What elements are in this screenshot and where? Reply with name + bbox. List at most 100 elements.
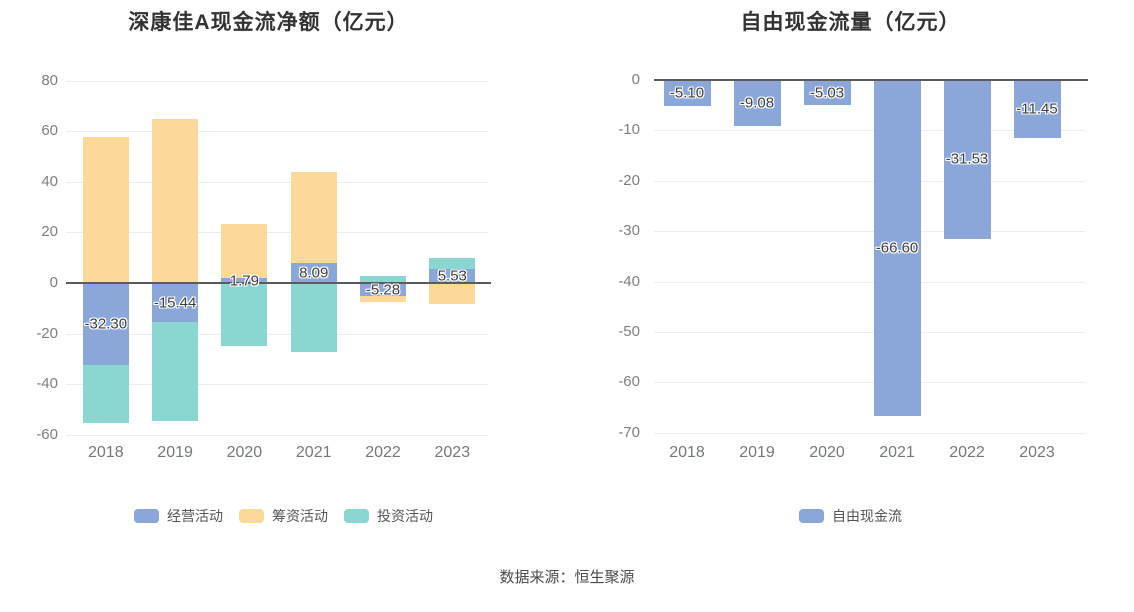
bar-segment[interactable] bbox=[360, 275, 406, 283]
x-axis-label: 2020 bbox=[226, 444, 263, 461]
bar-value-label: -32.30 bbox=[84, 315, 128, 333]
y-axis-tick-label: 40 bbox=[41, 172, 58, 190]
x-axis-label: 2022 bbox=[365, 444, 401, 461]
legend-item-financing[interactable]: 筹资活动 bbox=[239, 506, 328, 526]
bar-segment[interactable] bbox=[429, 257, 476, 269]
bar-segment[interactable] bbox=[943, 80, 991, 239]
bar-segment[interactable] bbox=[152, 118, 199, 283]
x-axis-label: 2019 bbox=[739, 444, 775, 461]
gridline bbox=[66, 333, 488, 335]
zero-axis-line bbox=[66, 282, 491, 284]
y-axis-tick-label: -40 bbox=[36, 375, 58, 393]
bar-value-label: 8.09 bbox=[299, 264, 329, 282]
gridline bbox=[654, 281, 1085, 283]
right-chart-title: 自由现金流量（亿元） bbox=[740, 11, 961, 34]
x-axis-label: 2019 bbox=[157, 444, 193, 461]
gridline bbox=[66, 131, 488, 133]
bar-segment[interactable] bbox=[873, 80, 921, 416]
legend-swatch bbox=[799, 509, 824, 523]
legend-item-operating[interactable]: 经营活动 bbox=[134, 506, 223, 526]
right-chart-legend: 自由现金流 bbox=[567, 506, 1134, 526]
bar-value-label: -5.10 bbox=[669, 84, 705, 102]
bar-segment[interactable] bbox=[82, 136, 129, 283]
gridline bbox=[66, 80, 488, 82]
gridline bbox=[66, 232, 488, 234]
free-cashflow-plot-area: 2018 2019 2020 2021 2022 2023 -5.10 -9.08 -5.03 -… bbox=[567, 0, 1134, 555]
y-axis-tick-label: -70 bbox=[618, 423, 640, 441]
y-axis-tick-label: -50 bbox=[618, 323, 640, 340]
legend-swatch bbox=[344, 509, 369, 523]
gridline bbox=[66, 384, 488, 386]
y-axis-tick-label: 0 bbox=[49, 274, 58, 291]
bar-segment[interactable] bbox=[429, 283, 476, 304]
legend-swatch bbox=[134, 509, 159, 523]
x-axis-label: 2022 bbox=[949, 444, 985, 461]
bar-segment[interactable] bbox=[1013, 80, 1061, 138]
gridline bbox=[654, 432, 1085, 434]
left-chart-title: 深康佳A现金流净额（亿元） bbox=[128, 11, 409, 34]
x-axis-label: 2023 bbox=[434, 444, 471, 461]
bar-segment[interactable] bbox=[82, 364, 129, 424]
bar-value-label: 1.79 bbox=[229, 272, 259, 290]
bar-segment[interactable] bbox=[663, 80, 711, 106]
y-axis-tick-label: -10 bbox=[618, 121, 640, 139]
bar-value-label: -9.08 bbox=[739, 94, 775, 112]
y-axis-tick-label: 80 bbox=[41, 71, 58, 89]
y-axis-tick-label: -30 bbox=[618, 222, 640, 240]
gridline bbox=[654, 332, 1085, 333]
y-axis-tick-label: 0 bbox=[631, 71, 640, 88]
x-axis-label: 2020 bbox=[809, 444, 845, 461]
net-cashflow-plot-area: 2018 2019 2020 2021 2022 2023 -32.30 -15.44 1.79… bbox=[0, 0, 567, 555]
legend-item-free-cash-flow[interactable]: 自由现金流 bbox=[799, 506, 902, 526]
bar-segment[interactable] bbox=[152, 322, 199, 422]
y-axis-tick-label: -20 bbox=[36, 324, 58, 342]
bar-value-label: -31.53 bbox=[945, 150, 989, 168]
data-source-note: 数据来源：恒生聚源 bbox=[499, 569, 635, 586]
left-chart-legend: 经营活动 筹资活动 投资活动 bbox=[0, 506, 567, 526]
x-axis-label: 2021 bbox=[879, 444, 915, 461]
bar-value-label: -5.03 bbox=[809, 84, 845, 102]
net-cashflow-chart-panel: 深康佳A现金流净额（亿元） 2018 2019 2020 2021 2022 2023 -3… bbox=[0, 0, 567, 555]
bar-segment[interactable] bbox=[803, 80, 851, 106]
legend-label: 自由现金流 bbox=[832, 508, 902, 524]
gridline bbox=[654, 180, 1085, 182]
y-axis-tick-label: -40 bbox=[618, 272, 640, 290]
free-cashflow-chart-panel: 自由现金流量（亿元） 2018 2019 2020 2021 2022 2023 -5.10… bbox=[567, 0, 1134, 555]
bar-segment[interactable] bbox=[360, 296, 406, 303]
legend-label: 筹资活动 bbox=[272, 508, 328, 524]
gridline bbox=[66, 181, 488, 183]
bar-segment[interactable] bbox=[290, 172, 337, 263]
y-axis-tick-label: -20 bbox=[618, 171, 640, 189]
bar-value-label: 5.53 bbox=[437, 267, 467, 285]
legend-label: 经营活动 bbox=[167, 508, 223, 524]
gridline bbox=[66, 434, 488, 436]
x-axis-label: 2023 bbox=[1019, 444, 1055, 461]
legend-item-investing[interactable]: 投资活动 bbox=[344, 506, 433, 526]
y-axis-tick-label: -60 bbox=[618, 373, 640, 391]
bar-value-label: -15.44 bbox=[153, 294, 197, 312]
y-axis-tick-label: 60 bbox=[41, 122, 58, 140]
zero-axis-line bbox=[654, 79, 1088, 81]
x-axis-label: 2021 bbox=[295, 444, 332, 461]
bar-segment[interactable] bbox=[290, 283, 337, 352]
x-axis-label: 2018 bbox=[669, 444, 705, 461]
bar-value-label: -11.45 bbox=[1016, 100, 1058, 118]
y-axis-tick-label: -60 bbox=[36, 425, 58, 443]
bar-segment[interactable] bbox=[429, 269, 476, 283]
bar-segment[interactable] bbox=[221, 224, 268, 279]
gridline bbox=[654, 382, 1085, 384]
legend-label: 投资活动 bbox=[377, 508, 433, 524]
gridline bbox=[654, 231, 1085, 233]
bar-segment[interactable] bbox=[360, 283, 406, 297]
bar-segment[interactable] bbox=[82, 283, 129, 365]
legend-swatch bbox=[239, 509, 264, 523]
bar-segment[interactable] bbox=[221, 283, 268, 347]
x-axis-label: 2018 bbox=[88, 444, 124, 461]
bar-segment[interactable] bbox=[733, 80, 781, 126]
bar-segment[interactable] bbox=[290, 262, 337, 283]
bar-segment[interactable] bbox=[152, 283, 199, 323]
y-axis-tick-label: 20 bbox=[41, 223, 58, 241]
bar-segment[interactable] bbox=[221, 278, 268, 283]
gridline bbox=[654, 130, 1085, 132]
